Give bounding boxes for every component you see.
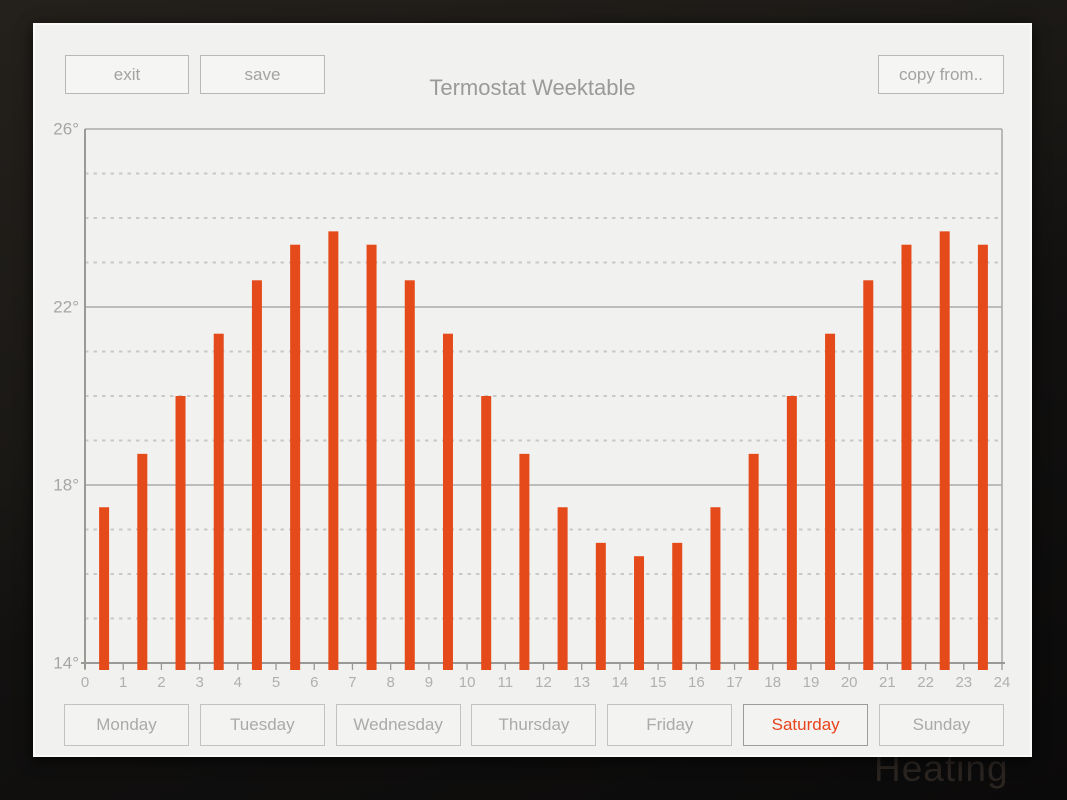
- x-tick-label: 10: [459, 674, 476, 691]
- x-tick-label: 21: [879, 674, 896, 691]
- tab-monday[interactable]: Monday: [64, 704, 189, 746]
- x-tick-label: 5: [272, 674, 280, 691]
- day-tabs: Monday Tuesday Wednesday Thursday Friday Satu…: [64, 704, 1004, 746]
- x-tick-label: 16: [688, 674, 705, 691]
- x-tick-label: 8: [386, 674, 394, 691]
- hour-bar-2[interactable]: [175, 396, 186, 670]
- page-title: Termostat Weektable: [429, 75, 636, 100]
- x-tick-label: 12: [535, 674, 552, 691]
- thermostat-weektable-dialog: Termostat Weektable exit save copy from.…: [33, 23, 1032, 757]
- copy-from-button[interactable]: copy from..: [878, 55, 1004, 94]
- hour-bar-0[interactable]: [99, 507, 110, 670]
- x-tick-label: 2: [157, 674, 165, 691]
- hour-bar-8[interactable]: [404, 280, 415, 670]
- hour-bar-15[interactable]: [672, 542, 683, 670]
- hour-bar-5[interactable]: [290, 244, 301, 670]
- hour-bar-16[interactable]: [710, 507, 721, 670]
- hour-bar-13[interactable]: [595, 542, 606, 670]
- y-tick-label: 18°: [53, 475, 79, 494]
- x-tick-label: 19: [803, 674, 820, 691]
- x-tick-label: 7: [348, 674, 356, 691]
- hour-bar-12[interactable]: [557, 507, 568, 670]
- y-tick-label: 26°: [53, 119, 79, 138]
- weektable-chart-svg[interactable]: 14°18°22°26°0 1 2 3 4 5 6 7 8 9 10 11 12 13 14 15 16 17 18…: [35, 25, 1034, 759]
- hour-bar-7[interactable]: [366, 244, 377, 670]
- hour-bar-20[interactable]: [863, 280, 874, 670]
- x-tick-label: 14: [612, 674, 629, 691]
- x-tick-label: 9: [425, 674, 433, 691]
- hour-bar-4[interactable]: [251, 280, 262, 670]
- tab-wednesday[interactable]: Wednesday: [335, 704, 461, 746]
- x-tick-label: 20: [841, 674, 858, 691]
- exit-button[interactable]: exit: [65, 55, 189, 94]
- hour-bar-9[interactable]: [442, 333, 453, 670]
- x-tick-label: 11: [498, 674, 514, 691]
- tab-sunday[interactable]: Sunday: [878, 704, 1004, 746]
- save-button[interactable]: save: [200, 55, 325, 94]
- x-tick-label: 17: [726, 674, 743, 691]
- x-tick-label: 23: [955, 674, 972, 691]
- x-tick-label: 6: [310, 674, 318, 691]
- hour-bar-3[interactable]: [213, 333, 224, 670]
- tab-tuesday[interactable]: Tuesday: [199, 704, 325, 746]
- x-tick-label: 0: [81, 674, 89, 691]
- hour-bar-1[interactable]: [137, 453, 148, 670]
- hour-bar-21[interactable]: [901, 244, 912, 670]
- hour-bar-6[interactable]: [328, 231, 339, 670]
- y-tick-label: 22°: [53, 297, 79, 316]
- hour-bar-10[interactable]: [481, 396, 492, 670]
- weektable-chart: 14° 18° 22° 26° 0 1 2 3 4 5 6 7 8 9 10 11 12 13 14 15 16 17 18…: [35, 25, 1034, 759]
- x-tick-label: 15: [650, 674, 667, 691]
- y-tick-label: 14°: [53, 653, 79, 672]
- hour-bar-11[interactable]: [519, 453, 530, 670]
- tab-saturday[interactable]: Saturday: [743, 704, 869, 746]
- hour-bar-17[interactable]: [748, 453, 759, 670]
- tab-thursday[interactable]: Thursday: [471, 704, 597, 746]
- hour-bar-19[interactable]: [825, 333, 836, 670]
- x-tick-label: 1: [119, 674, 127, 691]
- x-tick-label: 13: [573, 674, 590, 691]
- x-tick-label: 24: [994, 674, 1011, 691]
- hour-bar-18[interactable]: [786, 396, 797, 670]
- hour-bar-23[interactable]: [977, 244, 988, 670]
- tab-friday[interactable]: Friday: [607, 704, 733, 746]
- x-tick-label: 4: [234, 674, 242, 691]
- x-tick-label: 3: [195, 674, 203, 691]
- x-tick-label: 18: [764, 674, 781, 691]
- hour-bar-22[interactable]: [939, 231, 950, 670]
- hour-bar-14[interactable]: [634, 556, 645, 670]
- x-tick-label: 22: [917, 674, 934, 691]
